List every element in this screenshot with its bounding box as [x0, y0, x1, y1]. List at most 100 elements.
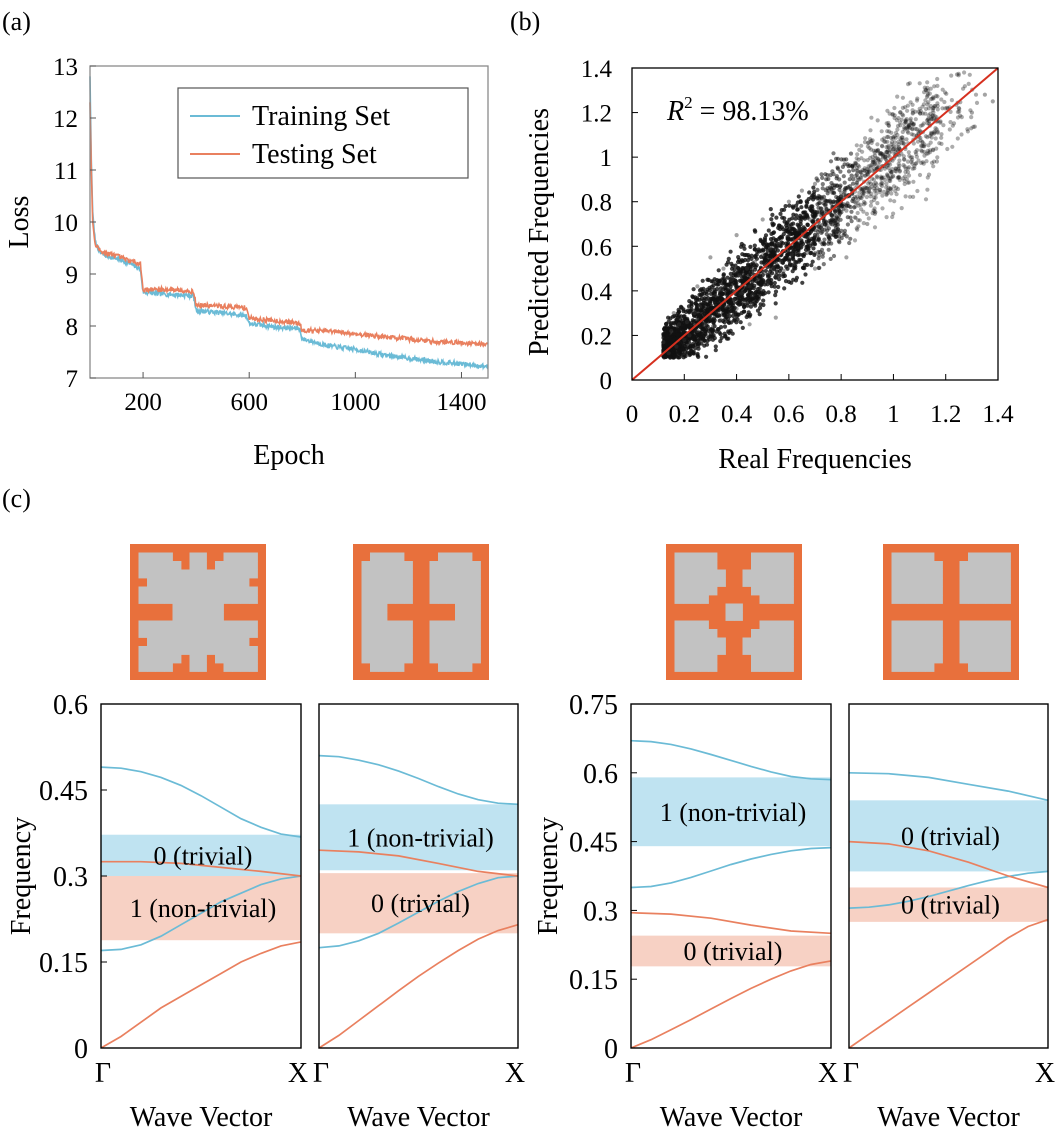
scatter-point: [760, 217, 765, 222]
scatter-point: [679, 324, 684, 329]
unit-cell-pixel: [934, 586, 943, 596]
scatter-point: [903, 105, 908, 110]
unit-cell-pixel: [959, 629, 969, 638]
unit-cell-pixel: [472, 637, 481, 647]
unit-cell-pixel: [387, 629, 396, 638]
unit-cell-pixel: [249, 569, 258, 579]
scatter-point: [910, 166, 915, 171]
scatter-point: [869, 165, 874, 170]
scatter-point: [869, 140, 874, 145]
scatter-point: [699, 304, 704, 309]
scatter-point: [888, 186, 893, 191]
unit-cell-pixel: [674, 578, 684, 587]
unit-cell-pixel: [181, 586, 190, 596]
scatter-point: [704, 292, 710, 297]
y-tick-label: 0.8: [581, 190, 612, 217]
scatter-point: [883, 157, 889, 162]
scatter-point: [922, 142, 927, 147]
scatter-point: [948, 109, 953, 114]
scatter-point: [810, 209, 815, 214]
unit-cell-pixel: [189, 586, 199, 596]
scatter-point: [780, 215, 785, 220]
unit-cell-pixel: [438, 620, 447, 630]
scatter-point: [932, 131, 937, 136]
unit-cell-pixel: [691, 620, 701, 630]
scatter-point: [726, 310, 732, 315]
scatter-point: [884, 215, 889, 220]
scatter-point: [940, 87, 945, 92]
unit-cell-pixel: [759, 646, 769, 655]
scatter-point: [716, 313, 721, 318]
unit-cell-pixel: [361, 612, 371, 621]
scatter-point: [886, 120, 891, 126]
unit-cell-pixel: [768, 654, 777, 664]
scatter-point: [664, 322, 669, 327]
unit-cell-pixel: [463, 603, 473, 613]
unit-cell-pixel: [700, 578, 709, 587]
band-line: [848, 840, 1049, 889]
scatter-point: [705, 297, 710, 302]
scatter-point: [746, 262, 751, 267]
scatter-point: [743, 288, 748, 293]
x-tick-label: 1000: [330, 389, 380, 416]
unit-cell-pixel: [164, 595, 173, 604]
scatter-point: [903, 194, 908, 199]
scatter-point: [973, 92, 979, 97]
scatter-point: [896, 142, 901, 147]
scatter-point: [799, 244, 805, 249]
unit-cell-pixel: [759, 654, 769, 664]
scatter-point: [729, 278, 734, 283]
scatter-point: [921, 144, 926, 149]
unit-cell-pixel: [249, 620, 258, 630]
x-tick-label: 1.4: [982, 401, 1014, 428]
scatter-point: [955, 136, 960, 141]
scatter-point: [883, 139, 888, 144]
scatter-point: [886, 165, 891, 171]
scatter-point: [783, 204, 788, 209]
scatter-point: [684, 320, 690, 325]
scatter-point: [730, 263, 735, 268]
scatter-point: [854, 156, 859, 161]
scatter-point: [859, 188, 865, 193]
unit-cell-pixel: [172, 654, 182, 664]
scatter-point: [925, 175, 930, 180]
unit-cell-pixel: [776, 552, 786, 562]
scatter-point: [905, 126, 910, 131]
unit-cell-pixel: [378, 552, 388, 562]
unit-cell-pixel: [683, 654, 692, 664]
unit-cell-pixel: [387, 620, 396, 630]
scatter-point: [750, 261, 756, 266]
unit-cell-pixel: [683, 637, 692, 647]
scatter-point: [920, 111, 925, 116]
scatter-point: [900, 129, 905, 135]
scatter-point: [895, 123, 901, 129]
scatter-point: [745, 303, 750, 308]
unit-cell-pixel: [387, 569, 396, 579]
unit-cell-pixel: [751, 663, 760, 672]
scatter-point: [859, 196, 864, 201]
scatter-point: [859, 156, 864, 161]
y-axis-label: Loss: [4, 196, 35, 249]
unit-cell-pixel: [455, 561, 464, 570]
scatter-point: [862, 173, 868, 178]
unit-cell-pixel: [993, 578, 1003, 587]
scatter-point: [932, 84, 937, 89]
scatter-point: [788, 251, 793, 257]
unit-cell-pixel: [395, 586, 405, 596]
scatter-point: [885, 108, 890, 113]
unit-cell-pixel: [993, 552, 1003, 562]
scatter-point: [687, 351, 692, 356]
scatter-point: [863, 136, 868, 141]
scatter-point: [870, 169, 876, 174]
unit-cell-4: [883, 544, 1019, 680]
scatter-point: [866, 188, 872, 194]
scatter-point: [877, 190, 883, 195]
unit-cell-pixel: [164, 646, 173, 655]
scatter-point: [691, 311, 697, 316]
axes-frame-b: [631, 67, 999, 381]
scatter-point: [826, 247, 831, 252]
scatter-point: [852, 215, 858, 220]
unit-cell-pixel: [147, 561, 156, 570]
unit-cell-pixel: [976, 654, 986, 664]
unit-cells: [130, 544, 1019, 680]
